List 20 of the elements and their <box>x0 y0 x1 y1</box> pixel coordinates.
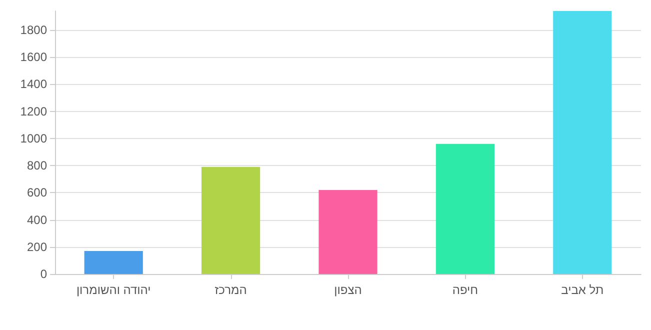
bar <box>553 11 612 274</box>
y-tick-label: 600 <box>26 186 48 200</box>
bar <box>84 250 143 274</box>
y-tick-label: 800 <box>26 158 48 173</box>
y-tick-label: 200 <box>26 240 48 254</box>
y-tick-label: 1600 <box>20 50 48 64</box>
bar <box>436 144 494 274</box>
y-tick-label: 1000 <box>20 131 48 146</box>
x-tick-label: תל אביב <box>561 283 604 297</box>
y-tick-label: 1200 <box>20 104 48 118</box>
y-tick-label: 400 <box>26 212 48 227</box>
bar <box>202 166 260 274</box>
bar <box>318 190 378 274</box>
y-tick-label: 0 <box>40 267 48 281</box>
y-tick-label: 1800 <box>20 22 48 37</box>
x-tick-label: הצפון <box>334 283 362 297</box>
x-tick-label: המרכז <box>214 283 247 297</box>
x-tick-label: יהודה והשומרון <box>76 283 151 297</box>
y-tick-label: 1400 <box>20 77 48 92</box>
x-tick-label: חיפה <box>452 283 478 297</box>
